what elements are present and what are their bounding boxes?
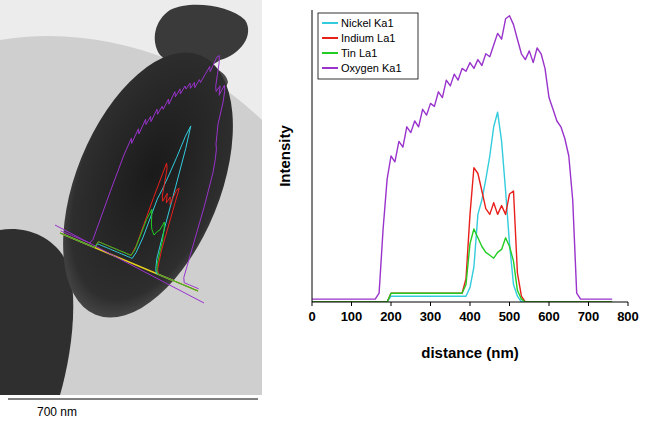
scale-bar-label: 700 nm <box>37 405 77 419</box>
legend-swatch <box>322 52 338 54</box>
x-tick <box>430 302 431 306</box>
x-tick-label: 100 <box>341 309 363 324</box>
legend-label: Oxygen Ka1 <box>341 62 402 74</box>
series-line <box>312 168 612 302</box>
x-tick <box>351 302 352 306</box>
legend-swatch <box>322 37 338 39</box>
legend-swatch <box>322 22 338 24</box>
x-tick <box>391 302 392 306</box>
x-tick-label: 400 <box>459 309 481 324</box>
scale-bar <box>8 399 258 400</box>
particle-left <box>0 229 73 395</box>
overlay-profile <box>60 126 198 291</box>
series-line <box>312 112 612 302</box>
x-tick <box>549 302 550 306</box>
overlay-profile <box>60 163 198 291</box>
x-tick <box>470 302 471 306</box>
x-tick-label: 300 <box>420 309 442 324</box>
legend-label: Indium La1 <box>341 32 395 44</box>
plot-area <box>312 16 612 302</box>
x-axis-title: distance (nm) <box>421 344 519 361</box>
x-tick-label: 600 <box>538 309 560 324</box>
legend-label: Tin La1 <box>341 47 377 59</box>
x-tick-label: 500 <box>499 309 521 324</box>
y-axis-title: Intensity <box>276 125 293 187</box>
y-axis <box>312 10 313 302</box>
legend-swatch <box>322 67 338 69</box>
overlay-profile <box>61 56 225 289</box>
legend-label: Nickel Ka1 <box>341 17 394 29</box>
x-tick <box>628 302 629 306</box>
series-line <box>312 229 612 302</box>
legend-box <box>318 13 418 79</box>
x-tick <box>312 302 313 306</box>
series-line <box>312 16 612 299</box>
scan-guide <box>55 225 204 303</box>
x-tick <box>509 302 510 306</box>
x-tick <box>588 302 589 306</box>
x-tick-label: 200 <box>380 309 402 324</box>
x-tick-label: 0 <box>308 309 315 324</box>
particle-main <box>29 28 262 342</box>
overlay-profile <box>60 209 198 291</box>
micrograph <box>0 0 262 395</box>
legend: Nickel Ka1 Indium La1 Tin La1 Oxygen Ka1 <box>318 13 418 79</box>
x-tick-label: 700 <box>578 309 600 324</box>
x-tick-label: 800 <box>617 309 639 324</box>
figure: 700 nm 0 100 200 300 400 500 600 700 800 distance … <box>0 0 652 423</box>
